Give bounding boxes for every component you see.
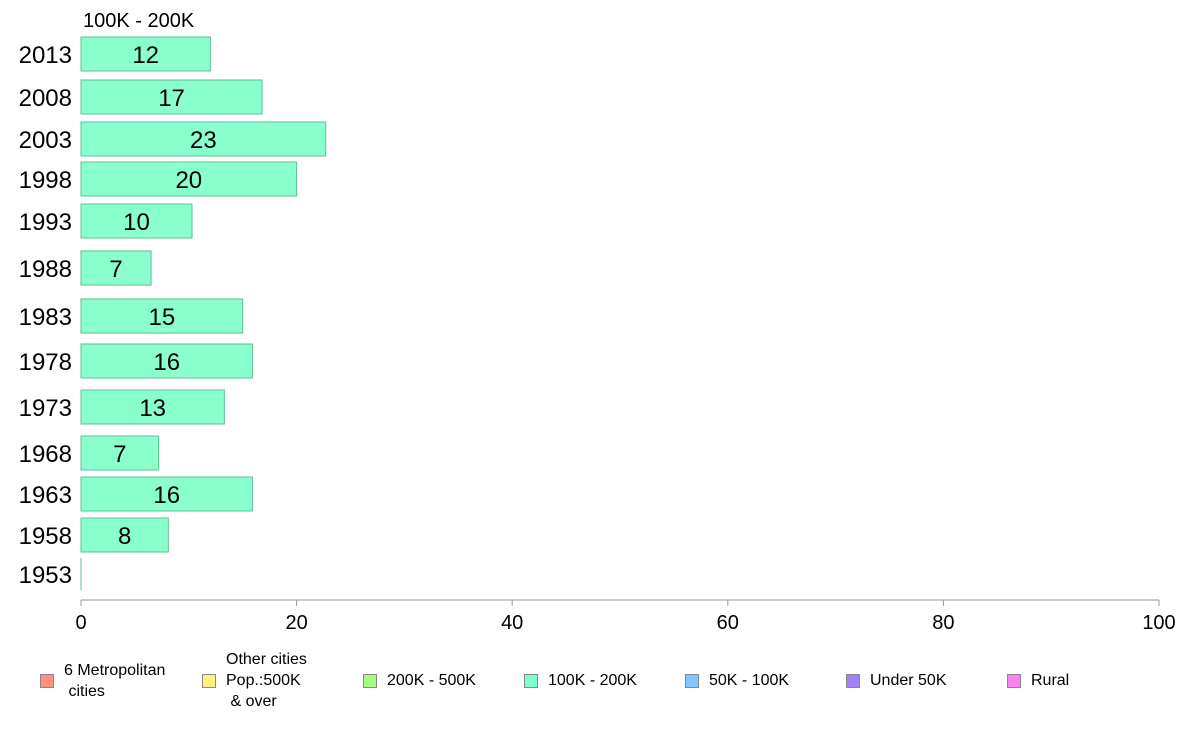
y-tick-label: 2008 (19, 85, 72, 112)
bar (80, 121, 327, 157)
y-tick-label: 1998 (19, 167, 72, 194)
x-tick-label: 40 (501, 612, 523, 634)
x-tick-label: 60 (717, 612, 739, 634)
legend-label: Rural (1031, 672, 1070, 689)
data-label: 16 (153, 349, 180, 376)
y-tick-label: 2003 (19, 127, 72, 154)
y-tick-label: 1953 (19, 562, 72, 589)
y-tick-label: 1993 (19, 209, 72, 236)
y-tick-label: 1963 (19, 482, 72, 509)
y-tick-label: 1983 (19, 304, 72, 331)
bar (80, 79, 263, 115)
legend-item-50k-100k: 50K - 100K (685, 670, 789, 691)
data-label: 7 (113, 441, 126, 468)
legend-label: Other cities Pop.:500K & over (226, 651, 307, 710)
legend-item-200k-500k: 200K - 500K (363, 670, 476, 691)
x-tick-label: 20 (285, 612, 307, 634)
data-label: 13 (139, 395, 166, 422)
data-label: 8 (118, 523, 131, 550)
x-tick-label: 0 (75, 612, 86, 634)
legend-label: 200K - 500K (387, 672, 476, 689)
data-label: 15 (148, 304, 175, 331)
data-label: 23 (190, 127, 217, 154)
bar (80, 298, 244, 334)
chart-title: 100K - 200K (83, 10, 195, 32)
bar (80, 389, 225, 425)
y-tick-label: 1968 (19, 441, 72, 468)
legend-swatch (524, 673, 538, 688)
legend-swatch (40, 674, 54, 688)
legend-swatch (363, 673, 377, 688)
legend-item-other-cities: Other cities Pop.:500K & over (202, 649, 307, 712)
data-label: 20 (175, 167, 202, 194)
legend-swatch (1007, 673, 1021, 688)
y-tick-label: 1973 (19, 395, 72, 422)
legend-swatch (846, 673, 860, 688)
y-tick-label: 2013 (19, 42, 72, 69)
data-label: 7 (109, 256, 122, 283)
bar (80, 161, 298, 197)
legend-label: 6 Metropolitan cities (64, 662, 166, 700)
legend-item-under-50k: Under 50K (846, 670, 947, 691)
bar (80, 517, 169, 553)
bar (80, 343, 253, 379)
legend-label: 50K - 100K (709, 672, 790, 689)
x-tick-label: 80 (932, 612, 954, 634)
legend-item-100k-200k: 100K - 200K (524, 670, 637, 691)
data-label: 10 (123, 209, 150, 236)
y-tick-label: 1958 (19, 523, 72, 550)
bar (80, 36, 211, 72)
legend: 6 Metropolitan cities Other cities Pop.:… (0, 640, 1188, 730)
x-tick-label: 100 (1142, 612, 1175, 634)
legend-label: Under 50K (870, 672, 947, 689)
data-label: 16 (153, 482, 180, 509)
legend-swatch (202, 673, 216, 688)
data-label: 12 (132, 42, 159, 69)
legend-item-metropolitan: 6 Metropolitan cities (40, 660, 165, 702)
bar (80, 476, 253, 512)
y-tick-label: 1988 (19, 256, 72, 283)
bar (80, 250, 152, 286)
bar (80, 435, 160, 471)
data-label: 17 (158, 85, 185, 112)
legend-item-rural: Rural (1007, 670, 1069, 691)
legend-label: 100K - 200K (548, 672, 637, 689)
bar (80, 203, 193, 239)
y-tick-label: 1978 (19, 349, 72, 376)
legend-swatch (685, 673, 699, 688)
